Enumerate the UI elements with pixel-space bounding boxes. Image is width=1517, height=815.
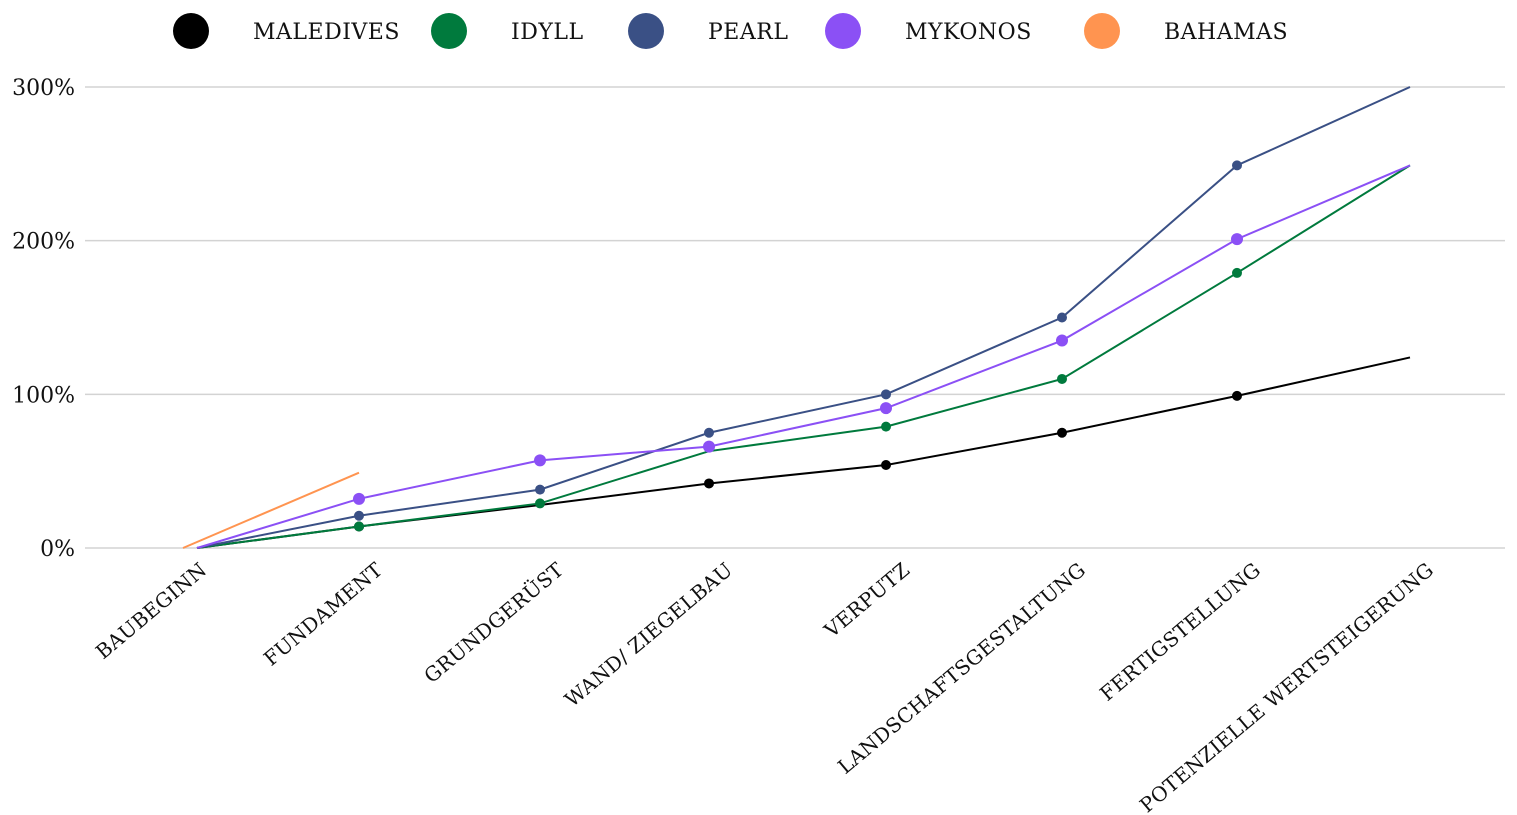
y-tick-label: 300% (12, 76, 75, 101)
x-tick-label: FUNDAMENT (259, 557, 388, 670)
series-bahamas (182, 471, 360, 549)
legend-label: IDYLL (511, 20, 584, 45)
legend-label: MYKONOS (905, 20, 1032, 45)
data-point (1056, 334, 1068, 347)
y-tick-label: 200% (12, 230, 75, 255)
legend-swatch (173, 13, 209, 49)
series-idyll (196, 164, 1411, 549)
legend-swatch (1084, 13, 1120, 49)
data-point (881, 389, 891, 400)
series-line (196, 86, 1411, 549)
data-point (1057, 427, 1067, 438)
data-point (1232, 390, 1242, 401)
data-point (1057, 312, 1067, 323)
data-point (881, 460, 891, 471)
data-point (704, 427, 714, 438)
series-line (196, 164, 1411, 549)
series-line (182, 471, 360, 549)
data-point (703, 440, 715, 453)
series-line (196, 164, 1411, 549)
data-point (1231, 233, 1243, 246)
y-tick-label: 100% (12, 383, 75, 408)
legend-label: PEARL (708, 20, 788, 45)
data-point (1057, 373, 1067, 384)
x-tick-label: BAUBEGINN (91, 557, 211, 663)
y-tick-label: 0% (40, 537, 75, 562)
x-tick-label: WAND/ ZIEGELBAU (560, 557, 737, 711)
legend-swatch (825, 13, 861, 49)
x-tick-label: VERPUTZ (819, 557, 914, 642)
series-group (182, 86, 1411, 549)
legend-swatch (431, 13, 467, 49)
data-point (535, 484, 545, 495)
legend-swatch (628, 13, 664, 49)
series-line (196, 356, 1411, 549)
data-point (535, 498, 545, 509)
data-point (353, 492, 365, 505)
x-tick-label: GRUNDGERÜST (419, 556, 569, 687)
data-point (704, 478, 714, 489)
data-point (881, 421, 891, 432)
y-axis: 0% 100% 200% 300% (12, 76, 75, 562)
legend-label: MALEDIVES (253, 20, 400, 45)
data-point (354, 510, 364, 521)
grid-lines (85, 86, 1505, 549)
series-maledives (196, 356, 1411, 549)
data-point (534, 454, 546, 467)
legend-label: BAHAMAS (1164, 20, 1288, 45)
data-point (354, 521, 364, 532)
series-pearl (196, 86, 1411, 549)
x-tick-label: POTENZIELLE WERTSTEIGERUNG (1135, 557, 1438, 815)
data-point (880, 402, 892, 415)
data-point (1232, 160, 1242, 171)
data-point (1232, 267, 1242, 278)
x-tick-label: FERTIGSTELLUNG (1095, 557, 1265, 705)
legend: MALEDIVES IDYLL PEARL MYKONOS BAHAMAS (173, 13, 1288, 49)
series-mykonos (196, 164, 1411, 549)
